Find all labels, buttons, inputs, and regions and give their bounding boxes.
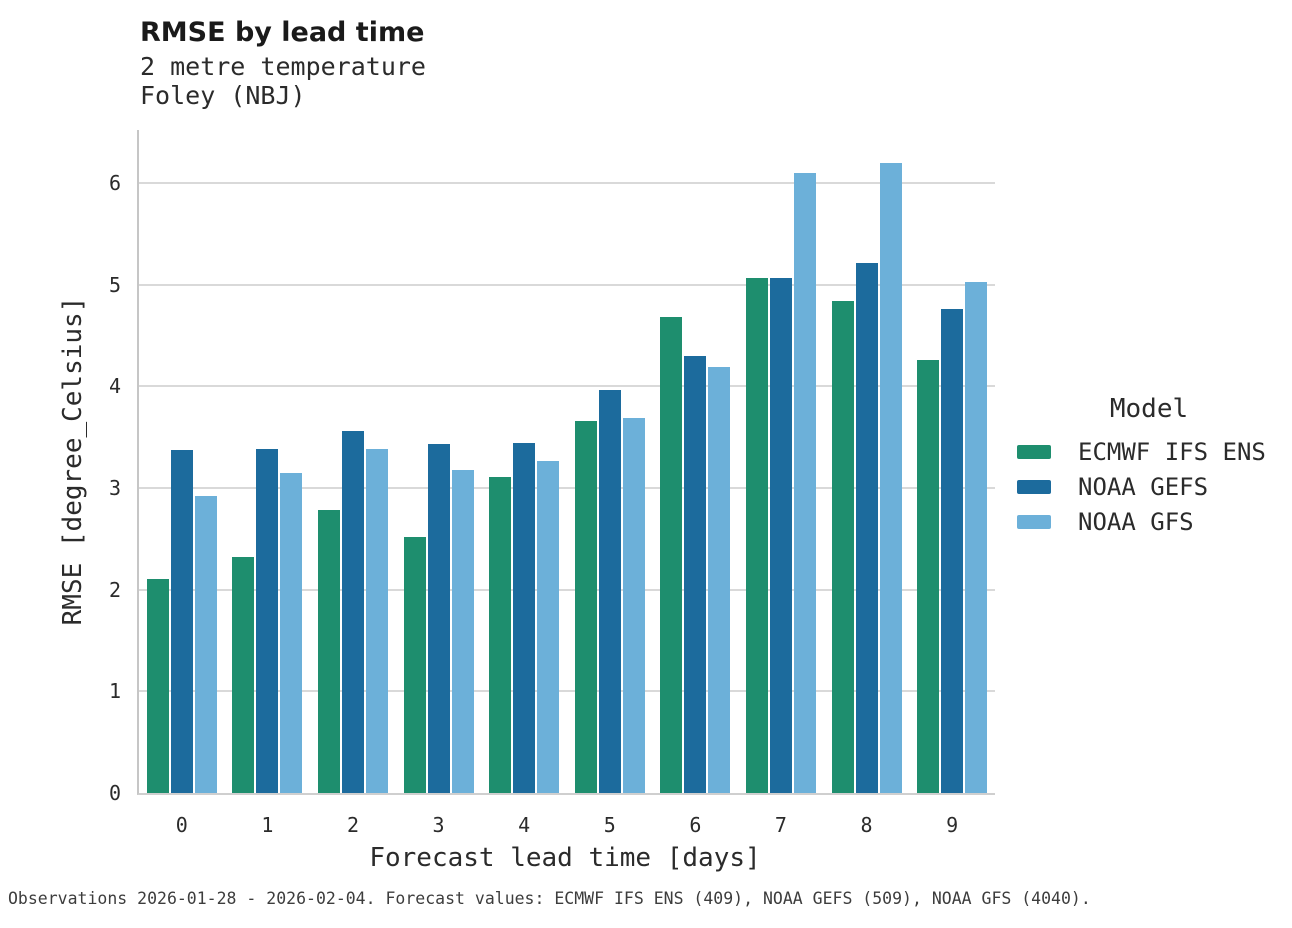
legend-entry: NOAA GEFS	[1015, 469, 1283, 504]
legend-swatch-icon	[1017, 444, 1051, 459]
y-axis-label: RMSE [degree_Celsius]	[58, 296, 88, 626]
x-tick-label-4: 4	[518, 813, 531, 837]
legend-entry: NOAA GFS	[1015, 504, 1283, 539]
y-tick-label-3: 3	[108, 475, 121, 500]
x-axis-label: Forecast lead time [days]	[369, 843, 761, 873]
bar	[194, 496, 217, 793]
bar	[451, 470, 474, 793]
bar-groups: 0 1 2 3 4 5 6 7 8 9	[139, 130, 995, 837]
bar	[745, 278, 768, 793]
x-tick-label-8: 8	[860, 813, 873, 837]
bar	[622, 418, 645, 793]
plot-area: 0 1 2 3 4 5 6 0 1 2 3 4 5 6 7 8 9	[109, 130, 995, 837]
bar	[793, 173, 816, 793]
legend: Model ECMWF IFS ENS NOAA GEFS NOAA GFS	[1015, 394, 1283, 539]
x-tick-label-9: 9	[946, 813, 959, 837]
bar-group-lead-8: 8	[824, 130, 910, 837]
legend-label: NOAA GFS	[1078, 507, 1194, 536]
bar	[574, 421, 597, 793]
chart-subtitle-station: Foley (NBJ)	[140, 81, 306, 110]
y-tick-label-4: 4	[108, 374, 121, 399]
x-tick-label-1: 1	[261, 813, 274, 837]
chart-subtitle-variable: 2 metre temperature	[140, 52, 426, 81]
bar-group-lead-1: 1	[225, 130, 311, 837]
y-tick-label-6: 6	[108, 170, 121, 195]
bar	[403, 537, 426, 793]
legend-entries: ECMWF IFS ENS NOAA GEFS NOAA GFS	[1015, 434, 1283, 539]
bar-group-lead-7: 7	[738, 130, 824, 837]
bar-group-lead-9: 9	[909, 130, 995, 837]
bar-group-lead-4: 4	[481, 130, 567, 837]
legend-swatch-icon	[1017, 514, 1051, 529]
footnote: Observations 2026-01-28 - 2026-02-04. Fo…	[8, 889, 1091, 908]
x-tick-label-2: 2	[346, 813, 359, 837]
bar-group-lead-5: 5	[567, 130, 653, 837]
gridline-y-5	[139, 283, 995, 286]
bar	[537, 461, 560, 793]
bar	[831, 301, 854, 793]
y-tick-label-1: 1	[108, 679, 121, 704]
bar-group-lead-2: 2	[310, 130, 396, 837]
bar	[769, 278, 792, 793]
gridline-y-4	[139, 385, 995, 388]
x-tick-label-7: 7	[774, 813, 787, 837]
x-tick-label-3: 3	[432, 813, 445, 837]
legend-swatch-icon	[1017, 479, 1051, 494]
legend-label: NOAA GEFS	[1078, 472, 1209, 501]
bar	[427, 444, 450, 793]
x-tick-label-5: 5	[603, 813, 616, 837]
bar	[365, 449, 388, 793]
x-tick-label-0: 0	[175, 813, 188, 837]
chart-title: RMSE by lead time	[140, 17, 425, 48]
x-tick-label-6: 6	[689, 813, 702, 837]
bar	[941, 309, 964, 793]
gridline-y-3	[139, 486, 995, 489]
bar	[708, 367, 731, 793]
bar	[341, 431, 364, 793]
bar-group-lead-0: 0	[139, 130, 225, 837]
bar	[280, 473, 303, 793]
gridline-y-1	[139, 690, 995, 693]
bar	[965, 282, 988, 793]
bar	[684, 356, 707, 793]
legend-title: Model	[1109, 394, 1189, 424]
bar	[598, 390, 621, 793]
bar	[660, 317, 683, 793]
gridline-y-2	[139, 588, 995, 591]
bar	[513, 443, 536, 793]
bar-group-lead-6: 6	[653, 130, 739, 837]
bar	[256, 449, 279, 793]
bar	[879, 163, 902, 793]
y-tick-label-0: 0	[108, 781, 121, 805]
bar	[170, 450, 193, 793]
y-tick-label-5: 5	[108, 272, 121, 297]
gridline-y-6	[139, 181, 995, 184]
legend-entry: ECMWF IFS ENS	[1015, 434, 1283, 469]
bar	[855, 263, 878, 793]
bar	[146, 579, 169, 793]
bar	[232, 557, 255, 793]
bar-group-lead-3: 3	[396, 130, 482, 837]
bar	[489, 477, 512, 793]
bar	[917, 360, 940, 793]
y-tick-label-2: 2	[108, 577, 121, 602]
legend-label: ECMWF IFS ENS	[1078, 437, 1266, 466]
bar	[317, 510, 340, 793]
